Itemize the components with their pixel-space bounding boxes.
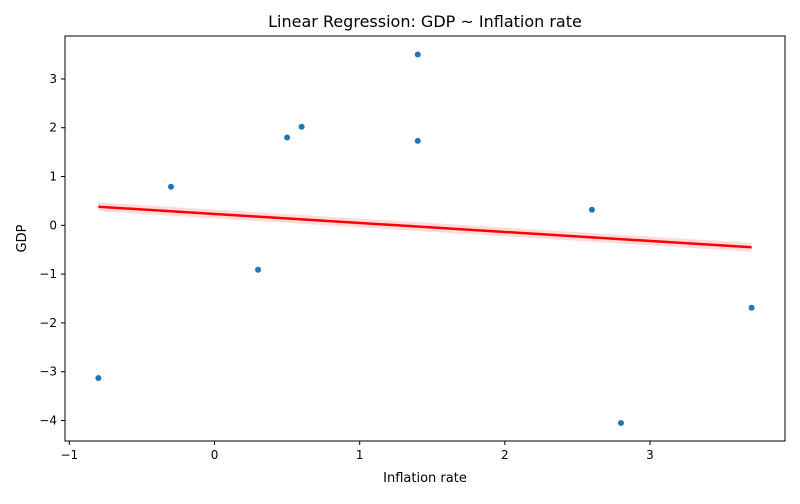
data-point bbox=[95, 375, 102, 382]
y-tick-label: 1 bbox=[49, 170, 57, 184]
x-tick-label: 2 bbox=[501, 448, 509, 462]
x-axis-label: Inflation rate bbox=[383, 471, 467, 486]
plot-frame bbox=[64, 35, 786, 442]
y-tick-label: −3 bbox=[39, 365, 57, 379]
y-tick-label: 3 bbox=[49, 72, 57, 86]
data-point bbox=[167, 183, 174, 190]
data-point bbox=[298, 123, 305, 130]
y-tick-label: 0 bbox=[49, 218, 57, 232]
data-points-layer bbox=[95, 51, 755, 426]
y-tick-label: −1 bbox=[39, 267, 57, 281]
y-tick-label: −2 bbox=[39, 316, 57, 330]
x-axis-ticks: −1 0 1 2 3 bbox=[61, 441, 654, 462]
data-point bbox=[588, 206, 595, 213]
data-point bbox=[748, 304, 755, 311]
data-point bbox=[255, 266, 262, 273]
data-point bbox=[284, 134, 291, 141]
data-point bbox=[617, 419, 624, 426]
y-tick-label: −4 bbox=[39, 414, 57, 428]
regression-line bbox=[98, 205, 752, 249]
data-point bbox=[414, 137, 421, 144]
y-axis-ticks: −4 −3 −2 −1 0 1 2 3 bbox=[39, 72, 65, 428]
x-tick-label: 3 bbox=[646, 448, 654, 462]
x-tick-label: 0 bbox=[211, 448, 219, 462]
y-tick-label: 2 bbox=[49, 121, 57, 135]
data-point bbox=[414, 51, 421, 58]
regression-line-layer bbox=[98, 205, 752, 249]
chart-title: Linear Regression: GDP ~ Inflation rate bbox=[268, 12, 582, 31]
x-tick-label: 1 bbox=[356, 448, 364, 462]
x-tick-label: −1 bbox=[61, 448, 79, 462]
y-axis-label: GDP bbox=[15, 224, 30, 252]
